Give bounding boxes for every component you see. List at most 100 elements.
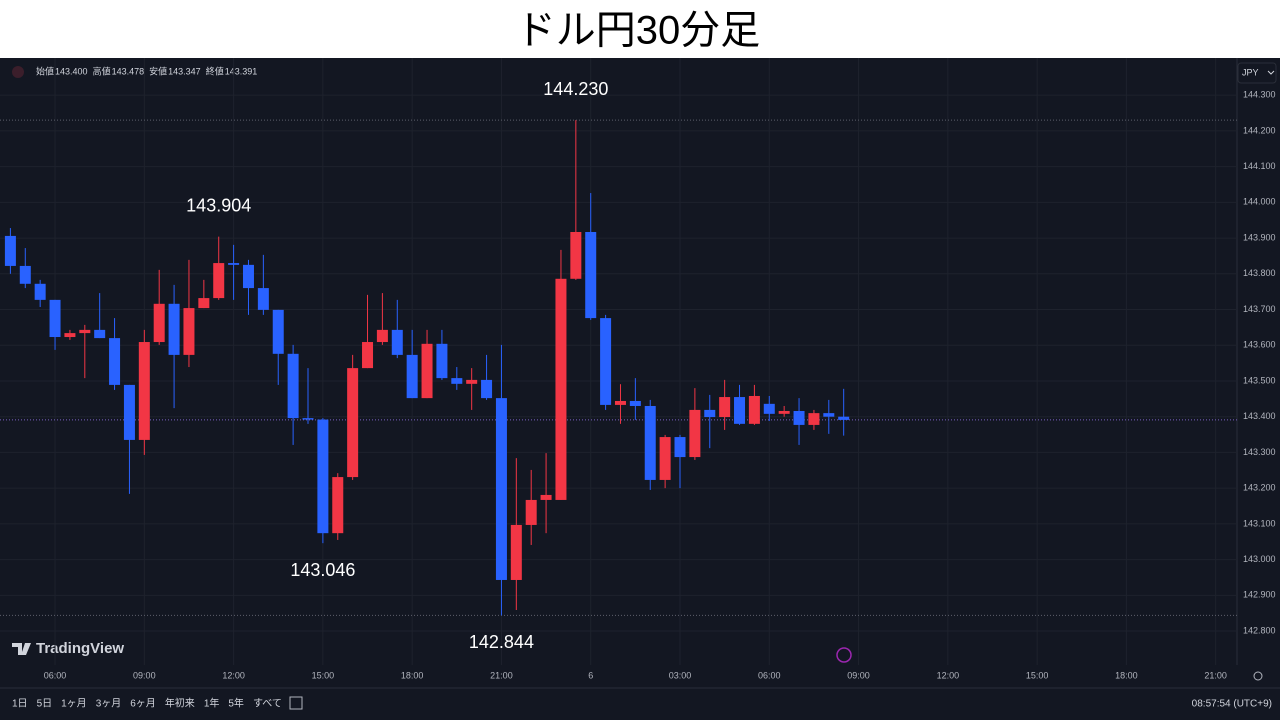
title-band — [0, 0, 1280, 58]
candle-body — [600, 318, 612, 405]
legend-value: 143.478 — [112, 66, 145, 76]
y-tick-label: 143.500 — [1243, 375, 1276, 385]
candle-body — [570, 231, 582, 279]
candle-body — [64, 333, 76, 338]
candle-body — [287, 353, 299, 419]
candle-body — [808, 413, 820, 425]
legend-label: 終値 — [206, 65, 224, 76]
candle-body — [778, 410, 790, 414]
range-button[interactable]: 1年 — [204, 697, 220, 710]
y-tick-label: 144.000 — [1243, 197, 1276, 207]
candle-body — [94, 329, 106, 339]
brand-logo — [12, 643, 31, 655]
range-button[interactable]: 1日 — [12, 699, 28, 710]
x-tick-label: 12:00 — [937, 670, 960, 680]
x-tick-label: 21:00 — [1204, 670, 1227, 680]
event-icon[interactable] — [836, 647, 852, 663]
date-range-icon[interactable] — [289, 696, 303, 710]
clock: 08:57:54 (UTC+9) — [1192, 699, 1272, 710]
x-tick-label: 06:00 — [758, 670, 781, 680]
candle-body — [436, 343, 448, 379]
candle-body — [213, 263, 225, 299]
y-tick-label: 142.800 — [1243, 625, 1276, 635]
candle-body — [362, 342, 374, 369]
annotation: 143.904 — [186, 195, 251, 215]
legend-label: 安値 — [149, 65, 167, 76]
candle-body — [34, 283, 46, 300]
dropdown-icon — [1267, 70, 1275, 75]
currency-button[interactable] — [1237, 62, 1277, 84]
candle-body — [466, 379, 478, 384]
candle-body — [4, 235, 16, 266]
range-button[interactable]: 1ヶ月 — [61, 698, 87, 710]
candle-body — [138, 342, 150, 440]
candle-body — [79, 329, 91, 334]
chart-title: ドル円30分足 — [516, 9, 761, 53]
y-tick-label: 143.100 — [1243, 518, 1276, 528]
legend-value: 143.347 — [168, 66, 201, 76]
range-button[interactable]: 3ヶ月 — [96, 698, 122, 710]
candle-body — [257, 288, 269, 310]
candle-body — [49, 299, 61, 338]
candle-body — [317, 419, 329, 534]
candle-body — [689, 409, 701, 458]
x-tick-label: 6 — [588, 670, 593, 680]
y-tick-label: 143.000 — [1243, 554, 1276, 564]
x-tick-label: 21:00 — [490, 670, 513, 680]
x-tick-label: 15:00 — [312, 670, 335, 680]
legend-label: 始値 — [36, 65, 54, 76]
x-tick-label: 15:00 — [1026, 670, 1049, 680]
candle-body — [272, 309, 284, 354]
candle-body — [302, 418, 314, 420]
ohlc-legend: 始値 143.400 高値 143.478 安値 143.347 終値 143.391 — [36, 65, 257, 76]
candle-body — [793, 410, 805, 425]
candle-body — [228, 263, 240, 265]
range-button[interactable]: 5日 — [37, 699, 53, 710]
candle-body — [838, 416, 850, 420]
candle-body — [555, 278, 567, 500]
y-tick-label: 143.200 — [1243, 483, 1276, 493]
range-button[interactable]: すべて — [253, 698, 282, 710]
candle-body — [332, 477, 344, 534]
candle-body — [183, 308, 195, 355]
legend-value: 143.391 — [225, 66, 258, 76]
candle-body — [347, 368, 359, 478]
range-button[interactable]: 年初来 — [165, 697, 195, 710]
annotation: 142.844 — [469, 632, 534, 652]
range-button[interactable]: 6ヶ月 — [130, 698, 156, 710]
candle-body — [614, 400, 626, 405]
candle-body — [495, 398, 507, 580]
candle-body — [421, 343, 433, 399]
candle-body — [510, 524, 522, 580]
candle-body — [123, 384, 135, 440]
candle-body — [19, 265, 31, 284]
legend-value: 143.400 — [55, 66, 88, 76]
candle-body — [674, 437, 686, 458]
candle-body — [525, 499, 537, 525]
candle-body — [748, 395, 760, 424]
chart-bg — [0, 58, 1280, 720]
x-tick-label: 18:00 — [401, 670, 424, 680]
candle-body — [704, 409, 716, 418]
currency[interactable]: JPY — [1242, 67, 1259, 77]
settings-icon[interactable] — [1253, 671, 1263, 681]
candle-body — [376, 329, 388, 343]
y-tick-label: 144.300 — [1243, 90, 1276, 100]
candle-body — [198, 298, 210, 309]
y-tick-label: 143.400 — [1243, 411, 1276, 421]
candle-body — [659, 437, 671, 480]
brand: TradingView — [36, 640, 124, 657]
candle-body — [481, 379, 493, 399]
x-tick-label: 03:00 — [669, 670, 692, 680]
candle-body — [540, 494, 552, 500]
candle-body — [585, 231, 597, 319]
candle-body — [168, 303, 180, 355]
range-button[interactable]: 5年 — [228, 697, 244, 710]
symbol-icon[interactable] — [12, 66, 24, 78]
annotation: 143.046 — [290, 560, 355, 580]
y-tick-label: 143.800 — [1243, 268, 1276, 278]
candle-body — [763, 403, 775, 414]
x-tick-label: 09:00 — [847, 670, 870, 680]
y-tick-label: 142.900 — [1243, 590, 1276, 600]
